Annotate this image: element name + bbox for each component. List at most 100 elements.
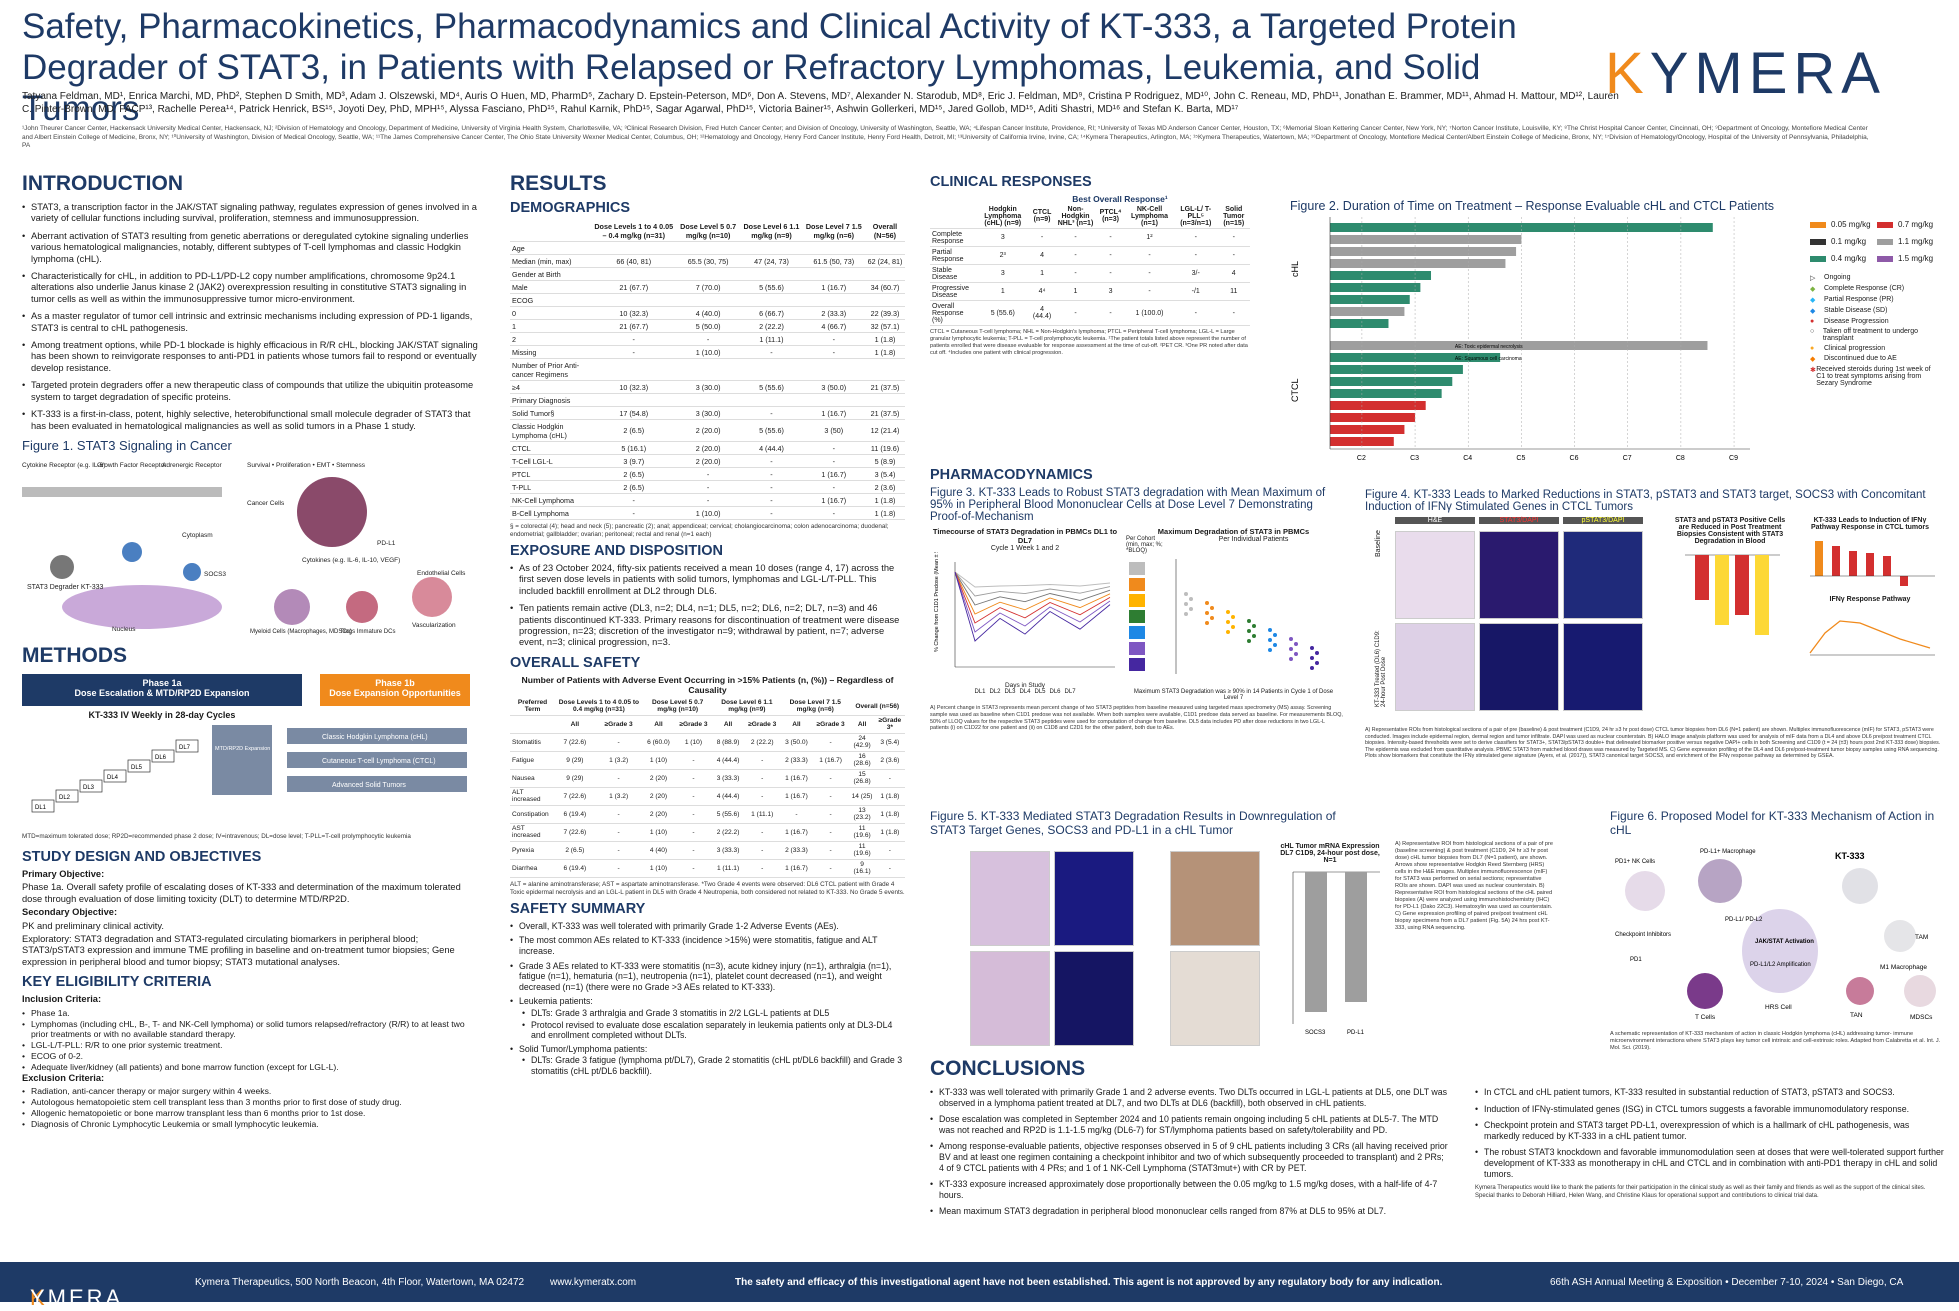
patient-point [1205, 621, 1209, 625]
table-cell: - [674, 769, 713, 788]
table-cell: 1 (3.2) [594, 751, 643, 770]
table-cell [675, 358, 741, 381]
legend-label: 0.7 mg/kg [1898, 220, 1934, 229]
row-label: Baseline [1375, 530, 1382, 557]
table-cell: 7 (70.0) [675, 280, 741, 294]
fig1-label: SOCS3 [204, 571, 226, 578]
table-cell: - [594, 769, 643, 788]
dose-level-label: DL7 [179, 745, 191, 751]
pd-section: PHARMACODYNAMICS Figure 3. KT-333 Leads … [930, 463, 1345, 732]
marker-legend-entry: ◆ Stable Disease (SD) [1810, 307, 1940, 315]
table-cell: 3 (5.4) [874, 733, 905, 752]
column-header: ≥Grade 3 [594, 715, 643, 734]
table-cell: 2 (20) [642, 787, 675, 806]
marker-legend-entry: ▷ Ongoing [1810, 274, 1940, 282]
marker-icon: ◆ [1810, 308, 1816, 315]
list-item: STAT3, a transcription factor in the JAK… [22, 202, 482, 225]
bar-pdl1 [1345, 872, 1367, 1002]
fig6-label: TAM [1915, 934, 1928, 941]
dose-level-step [127, 759, 151, 773]
list-item: LGL-L/T-PLL: R/R to one prior systemic t… [22, 1040, 482, 1050]
mtd-box [212, 724, 272, 795]
legend-entry: 1.1 mg/kg [1877, 237, 1940, 246]
table-cell: 1 (3.2) [594, 787, 643, 806]
table-cell: Progressive Disease [930, 282, 977, 301]
legend-label: DL1 [974, 689, 986, 695]
table-cell: - [811, 769, 850, 788]
table-cell: 6 (66.7) [740, 306, 803, 320]
stat3-treated-image [1479, 623, 1559, 711]
fig1-label: PD-L1 [377, 540, 396, 547]
eligibility-heading: KEY ELIGIBILITY CRITERIA [22, 974, 212, 991]
table-cell: - [802, 332, 865, 346]
endothelial-shape [412, 576, 452, 617]
table-cell: 1² [1125, 228, 1174, 247]
table-cell: - [1173, 246, 1218, 265]
table-cell: 32 (57.1) [864, 319, 905, 333]
bar [1849, 551, 1857, 576]
enrichment-curve [1809, 620, 1931, 654]
table-cell: 15 (26.8) [849, 769, 875, 788]
table-cell: 12 (21.4) [864, 419, 905, 442]
bor-label: Best Overall Response¹ [1072, 194, 1168, 204]
table-cell: 61.5 (50, 73) [802, 254, 865, 268]
figure-4: Figure 4. KT-333 Leads to Marked Reducti… [1365, 485, 1945, 760]
table-cell: Fatigue [510, 751, 556, 770]
table-cell: - [743, 841, 782, 860]
patient-point [1226, 610, 1230, 614]
patient-point [1268, 648, 1272, 652]
legend-label: 0.05 mg/kg [1831, 220, 1871, 229]
table-cell: 1 (16.7) [802, 280, 865, 294]
table-cell: 1 (11.1) [712, 859, 744, 878]
table-cell: 1 (16.7) [781, 823, 812, 842]
marker-label: Complete Response (CR) [1824, 285, 1905, 292]
duration-bar [1330, 307, 1405, 316]
table-cell: - [591, 345, 676, 359]
fig6-label: MDSCs [1910, 1014, 1933, 1021]
list-item: KT-333 was well tolerated with primarily… [930, 1087, 1450, 1108]
table-cell: 2 (3.6) [864, 480, 905, 494]
duration-bar [1330, 389, 1442, 398]
table-row: PTCL 2 (6.5) - -1 (16.7) 3 (5.4) [510, 467, 905, 481]
fig1-label: Tregs Immature DCs [340, 629, 395, 635]
kt333-shape [1842, 868, 1878, 904]
table-cell: 13 (23.2) [849, 805, 875, 824]
cohort-swatch [1129, 562, 1145, 575]
table-cell: Gender at Birth [510, 267, 592, 281]
dose-level-label: DL6 [155, 755, 167, 761]
table-cell: - [1029, 228, 1055, 247]
table-row: Median (min, max) 66 (40, 81) 65.5 (30, 75… [510, 254, 905, 268]
fig3-caption: A) Percent change in STAT3 represents me… [930, 705, 1343, 732]
patient-point [1231, 615, 1235, 619]
duration-bar [1330, 425, 1405, 434]
list-item: Solid Tumor/Lymphoma patients: [510, 1044, 905, 1055]
fig1-label: Growth Factor Receptor [97, 462, 167, 469]
column-header: All [642, 715, 675, 734]
table-cell: 9 (29) [555, 751, 595, 770]
secondary-label: Secondary Objective: [22, 907, 118, 918]
table-row: ≥4 10 (32.3) 3 (30.0) 5 (55.6) 3 (50.0) 21 (3… [510, 380, 905, 394]
table-cell: 0 [510, 306, 592, 320]
nk-cell-shape [1625, 871, 1665, 911]
fig3-xlabel: Days in Study [1004, 682, 1046, 689]
marker-legend-entry: ● Disease Progression [1810, 318, 1940, 325]
column-header: ≥Grade 3* [874, 715, 905, 734]
dose-level-step [175, 739, 199, 753]
table-cell: 11 (19.6) [864, 441, 905, 455]
table-cell: - [674, 787, 713, 806]
patient-point [1268, 628, 1272, 632]
pdl1-baseline-chl [1170, 851, 1260, 946]
panel-label: H&E [1395, 517, 1475, 524]
table-cell: 1 (16.7) [781, 859, 812, 878]
patient-point [1210, 606, 1214, 610]
table-cell: 2 (33.3) [802, 306, 865, 320]
legend-label: DL7 [1064, 689, 1076, 695]
patient-point [1268, 638, 1272, 642]
table-cell: CTCL [510, 441, 592, 455]
table-cell: - [740, 406, 803, 420]
table-cell: 2 (6.5) [591, 467, 676, 481]
exclusion-list: Radiation, anti-cancer therapy or major … [22, 1086, 482, 1129]
footer-url[interactable]: www.kymeratx.com [550, 1277, 637, 1288]
patient-point [1315, 651, 1319, 655]
cohort-swatch [1129, 610, 1145, 623]
